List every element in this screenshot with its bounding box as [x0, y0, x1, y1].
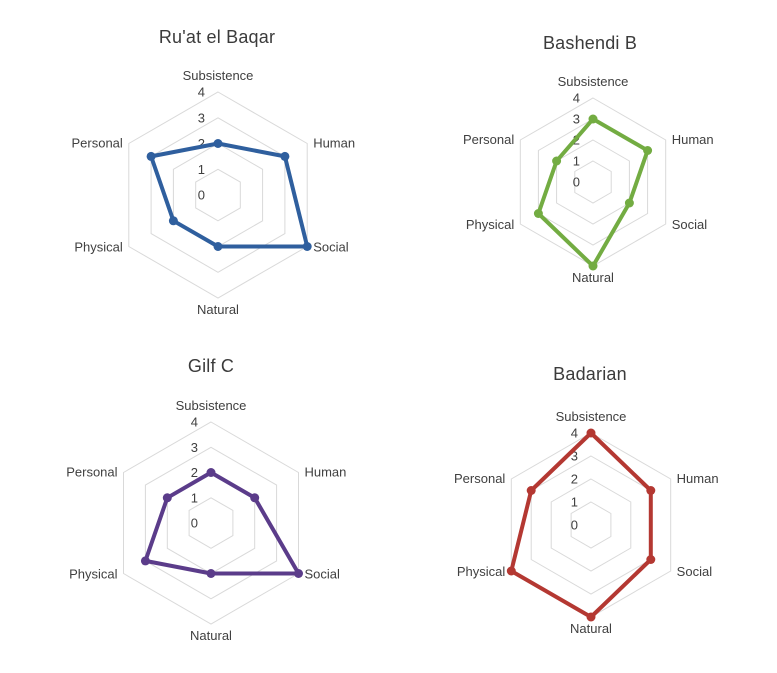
radar-chart-1: 43210SubsistenceHumanSocialNaturalPhysic…	[463, 74, 714, 285]
data-point-subsistence	[206, 468, 216, 477]
chart-title-bashendi-b: Bashendi B	[542, 33, 638, 53]
data-point-personal	[162, 493, 172, 503]
tick-label-4: 4	[571, 426, 578, 441]
axis-label-human: Human	[313, 136, 355, 151]
data-point-physical	[533, 209, 543, 218]
tick-label-4: 4	[573, 91, 580, 106]
radar-chart-3: 4 3 2 1 0 Subsistence Human Social Natural Physic…	[454, 409, 719, 636]
grid-hexagon-2	[166, 471, 256, 575]
grid-hexagon-2	[172, 142, 264, 248]
tick-label-0: 0	[573, 175, 580, 190]
data-point-social	[294, 569, 303, 578]
chart-title-gilf-c: Gilf C	[187, 356, 235, 376]
tick-label-0: 0	[571, 518, 578, 533]
grid-hexagon-4	[123, 421, 299, 625]
data-point-human	[643, 146, 653, 155]
data-point-natural	[586, 612, 596, 622]
grid-hexagon-3	[144, 446, 278, 600]
data-point-personal	[552, 156, 562, 166]
tick-label-2: 2	[198, 136, 205, 151]
axis-label-social: Social	[304, 567, 340, 582]
axis-label-physical: Physical	[69, 567, 118, 582]
axis-label-subsistence: Subsistence	[556, 409, 627, 424]
data-point-physical	[140, 556, 150, 566]
axis-label-subsistence: Subsistence	[176, 398, 247, 413]
tick-label-4: 4	[191, 415, 198, 430]
axis-label-human: Human	[304, 465, 346, 480]
axis-label-physical: Physical	[466, 217, 515, 232]
tick-label-3: 3	[571, 449, 578, 464]
axis-label-social: Social	[677, 564, 713, 579]
data-point-subsistence	[213, 139, 223, 148]
grid-hexagon-2	[556, 139, 630, 225]
tick-label-1: 1	[571, 495, 578, 510]
data-point-human	[280, 151, 290, 161]
data-polygon	[143, 470, 301, 576]
data-point-subsistence	[586, 428, 596, 438]
axis-label-natural: Natural	[197, 302, 239, 317]
tick-label-2: 2	[191, 465, 198, 480]
grid-hexagon-1	[188, 497, 234, 549]
tick-label-1: 1	[191, 490, 198, 505]
data-point-social	[624, 198, 634, 208]
grid-hexagon-4	[510, 432, 672, 618]
data-point-subsistence	[588, 114, 598, 124]
axis-label-natural: Natural	[570, 621, 612, 636]
data-point-human	[250, 493, 260, 503]
data-point-physical	[168, 216, 178, 226]
grid-hexagon-3	[537, 118, 649, 246]
axis-label-social: Social	[313, 240, 349, 255]
grid-hexagon-1	[574, 160, 612, 204]
axis-label-social: Social	[672, 217, 708, 232]
grid-hexagon-1	[570, 501, 612, 549]
data-point-natural	[206, 569, 216, 578]
axis-label-subsistence: Subsistence	[558, 74, 629, 89]
data-point-personal	[526, 486, 536, 495]
axis-label-human: Human	[677, 471, 719, 486]
radar-chart-0: 4 3 2 1 0 Subsistence Human Social Natural Physic…	[71, 68, 355, 317]
grid-hexagon-4	[128, 91, 308, 299]
grid-hexagon-2	[550, 478, 632, 572]
axis-label-personal: Personal	[71, 136, 122, 151]
axis-label-natural: Natural	[572, 270, 614, 285]
data-point-social	[302, 242, 312, 251]
tick-label-3: 3	[573, 112, 580, 127]
axis-label-natural: Natural	[190, 628, 232, 643]
data-polygon	[509, 431, 653, 619]
tick-label-2: 2	[571, 472, 578, 487]
axis-label-human: Human	[672, 132, 714, 147]
data-point-social	[646, 555, 656, 564]
tick-label-1: 1	[573, 154, 580, 169]
tick-label-0: 0	[198, 188, 205, 203]
tick-label-4: 4	[198, 85, 205, 100]
tick-label-1: 1	[198, 162, 205, 177]
axis-label-physical: Physical	[74, 240, 123, 255]
grid-hexagon-3	[530, 455, 652, 595]
axis-label-personal: Personal	[66, 465, 117, 480]
data-point-personal	[146, 151, 156, 161]
tick-label-0: 0	[191, 516, 198, 531]
axis-label-personal: Personal	[463, 132, 514, 147]
data-point-human	[646, 486, 656, 495]
chart-title-ruat-el-baqar: Ru'at el Baqar	[158, 27, 276, 47]
data-point-physical	[506, 566, 516, 576]
axis-label-personal: Personal	[454, 471, 505, 486]
radar-chart-2: 4 3 2 1 0 Subsistence Human Social Natural Physic…	[66, 398, 346, 643]
axis-label-subsistence: Subsistence	[183, 68, 254, 83]
data-point-natural	[588, 261, 598, 271]
data-point-natural	[213, 242, 223, 251]
grid-hexagon-1	[195, 168, 241, 222]
tick-label-3: 3	[191, 440, 198, 455]
chart-title-badarian: Badarian	[553, 364, 627, 384]
tick-label-3: 3	[198, 110, 205, 125]
axis-label-physical: Physical	[457, 564, 506, 579]
